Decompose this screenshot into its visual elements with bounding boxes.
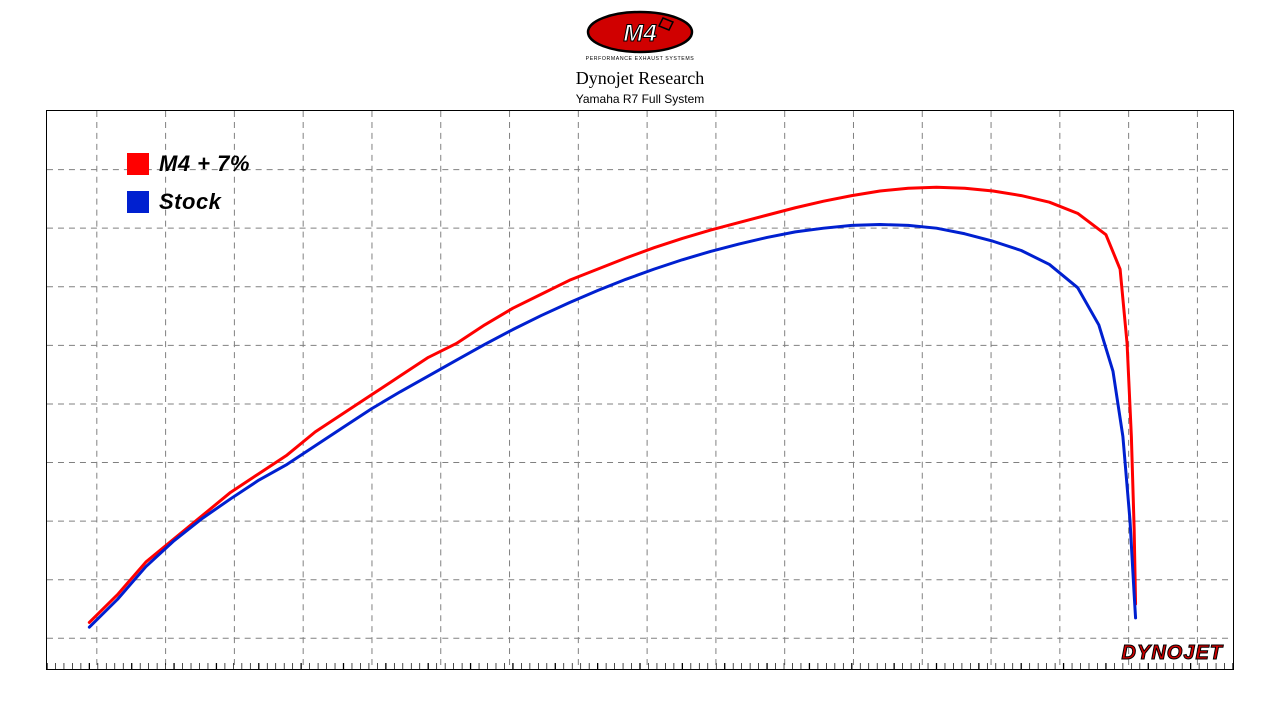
legend-label: Stock bbox=[159, 189, 221, 215]
legend-item: M4 + 7% bbox=[127, 151, 250, 177]
watermark: DYNOJET bbox=[1122, 642, 1223, 665]
legend: M4 + 7% Stock bbox=[127, 151, 250, 227]
logo-tagline: PERFORMANCE EXHAUST SYSTEMS bbox=[586, 56, 695, 62]
dyno-chart: M4 + 7% Stock DYNOJET bbox=[46, 110, 1234, 670]
logo-area: M4 PERFORMANCE EXHAUST SYSTEMS bbox=[0, 10, 1280, 67]
legend-swatch-icon bbox=[127, 153, 149, 175]
brand-logo-icon: M4 PERFORMANCE EXHAUST SYSTEMS bbox=[575, 10, 705, 62]
svg-text:M4: M4 bbox=[623, 20, 656, 47]
page: M4 PERFORMANCE EXHAUST SYSTEMS Dynojet R… bbox=[0, 0, 1280, 719]
page-title: Dynojet Research bbox=[0, 68, 1280, 89]
legend-item: Stock bbox=[127, 189, 250, 215]
page-subtitle: Yamaha R7 Full System bbox=[0, 92, 1280, 106]
legend-label: M4 + 7% bbox=[159, 151, 250, 177]
legend-swatch-icon bbox=[127, 191, 149, 213]
